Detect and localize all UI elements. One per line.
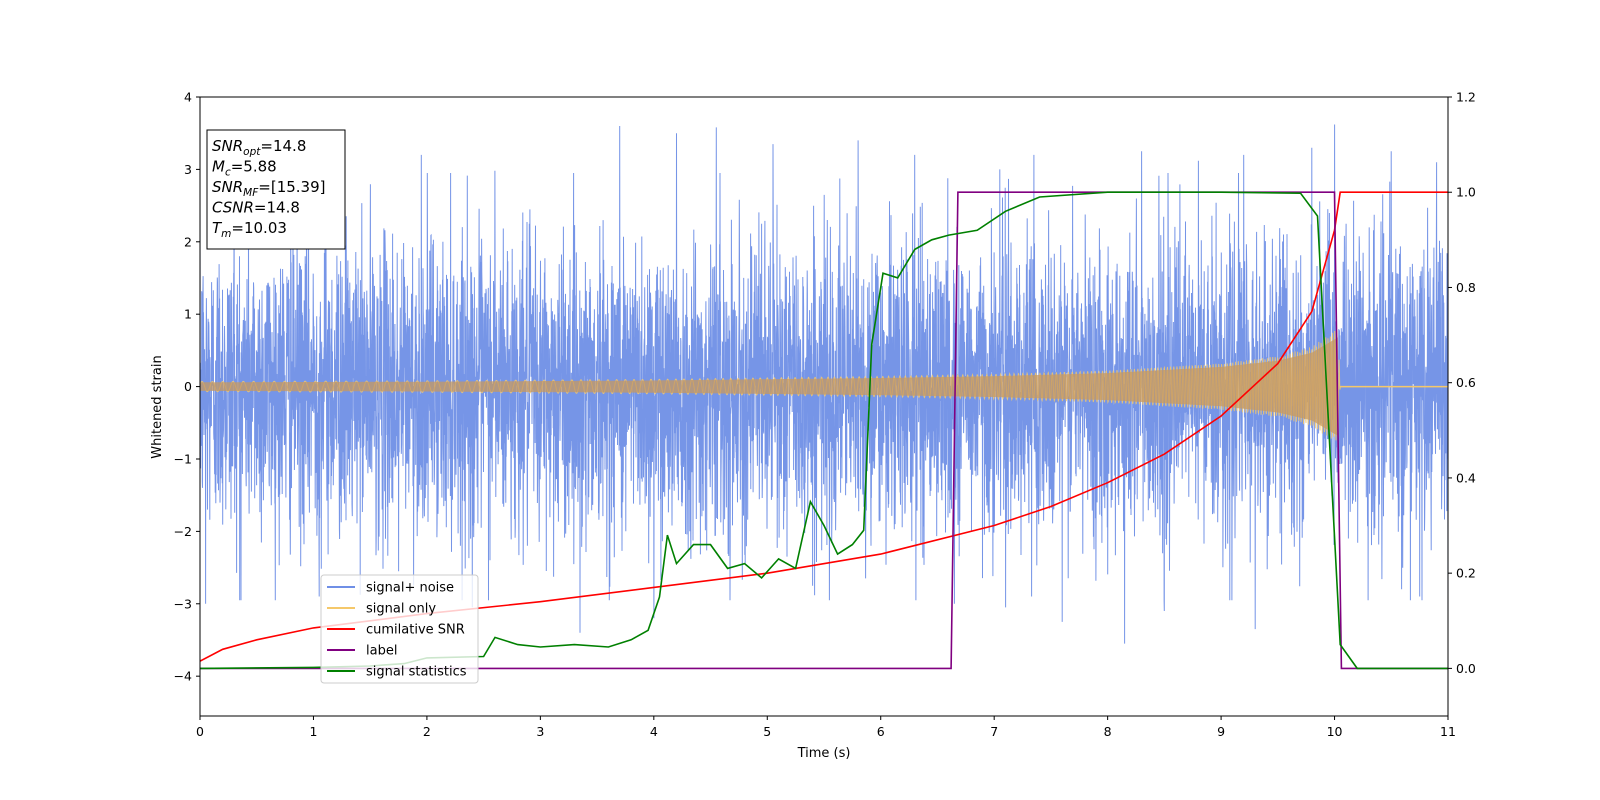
x-tick-label: 6 [877,724,885,739]
y-right-tick-label: 0.4 [1456,470,1476,485]
legend-frame [320,574,479,684]
y-right-tick-label: 0.2 [1456,566,1476,581]
y-right-tick-label: 1.0 [1456,185,1476,200]
x-tick-label: 4 [650,724,658,739]
x-tick-label: 11 [1440,724,1456,739]
series-line-signal-noise [200,124,1448,644]
series-line-signal-statistics [200,191,1448,670]
info-line: CSNR=14.8 [212,199,300,217]
info-line: SNRopt=14.8 [212,137,306,158]
signal-only-envelope [200,337,1338,436]
y-right-tick-label: 0.6 [1456,375,1476,390]
info-box: SNRopt=14.8Mc=5.88SNRMF=[15.39]CSNR=14.8… [206,129,346,250]
x-tick-label: 5 [763,724,771,739]
x-axis-label: Time (s) [797,746,851,761]
legend-label: cumilative SNR [366,623,465,638]
y-left-tick-label: 0 [184,379,192,394]
legend-label: label [366,644,397,659]
x-tick-label: 8 [1104,724,1112,739]
info-line: SNRMF=[15.39] [212,178,326,199]
y-left-tick-label: 4 [184,90,192,105]
y-right-tick-label: 0.0 [1456,661,1476,676]
legend-label: signal+ noise [366,581,454,596]
legend-label: signal statistics [366,665,467,680]
y-left-tick-label: 3 [184,162,192,177]
x-tick-label: 1 [309,724,317,739]
series-line-cumulative-snr [200,191,1448,662]
y-axis-right: 0.0 0.2 0.4 0.6 0.8 1.0 1.2 [1448,90,1476,676]
legend: signal+ noise signal only cumilative SNR la… [320,574,479,684]
y-axis-left: −4 −3 −2 −1 0 1 2 3 4 [174,90,200,684]
y-right-tick-label: 1.2 [1456,90,1476,105]
y-left-tick-label: 2 [184,234,192,249]
plot-frame [199,96,1449,717]
x-axis: 0 1 2 3 4 5 6 7 8 9 10 11 [196,716,1456,739]
x-tick-label: 10 [1327,724,1343,739]
plot-series [200,124,1448,670]
y-left-tick-label: −3 [174,596,192,611]
x-tick-label: 9 [1217,724,1225,739]
y-left-tick-label: −1 [174,451,192,466]
info-line: Mc=5.88 [212,158,277,179]
x-tick-label: 7 [990,724,998,739]
y-left-tick-label: −4 [174,669,192,684]
info-box-frame [206,129,346,250]
legend-label: signal only [366,602,436,617]
y-axis-label: Whitened strain [150,355,165,458]
y-right-tick-label: 0.8 [1456,280,1476,295]
x-tick-label: 2 [423,724,431,739]
x-tick-label: 3 [536,724,544,739]
y-left-tick-label: 1 [184,307,192,322]
info-line: Tm=10.03 [212,219,287,240]
x-tick-label: 0 [196,724,204,739]
y-left-tick-label: −2 [174,524,192,539]
